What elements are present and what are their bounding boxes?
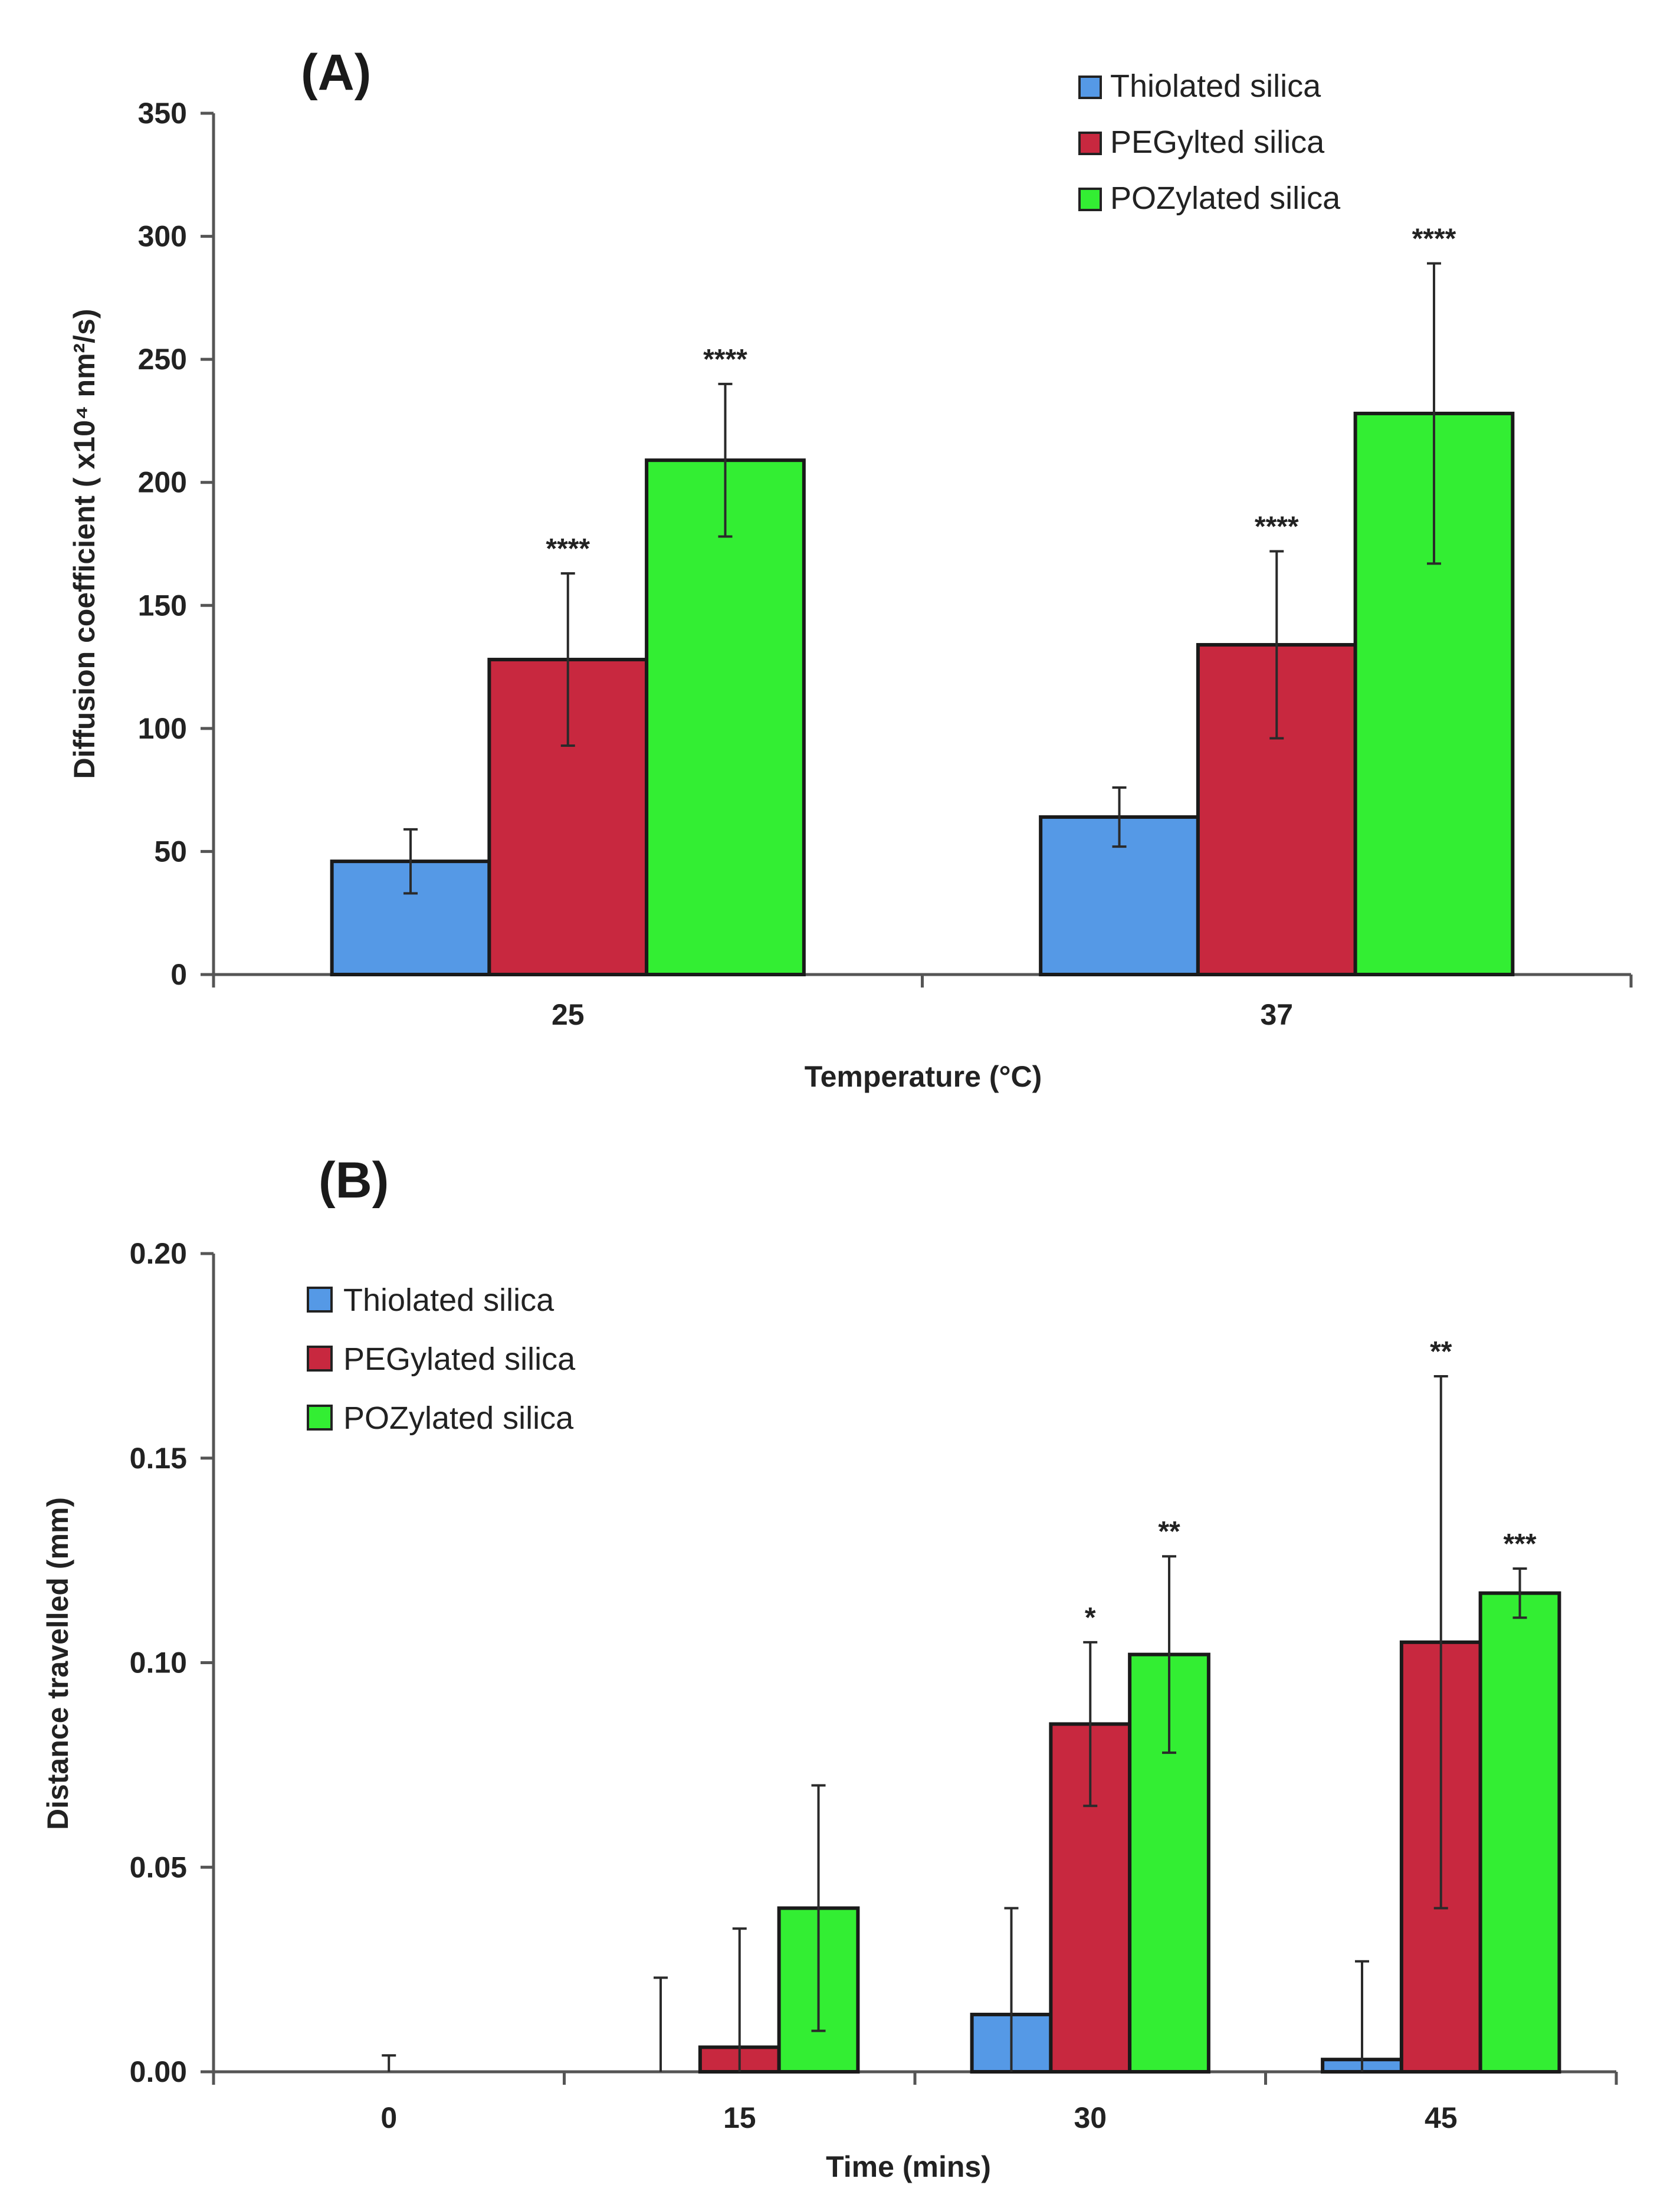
a-y-tick-label: 50 — [154, 835, 187, 868]
panel-b-legend-thiolated: Thiolated silica — [343, 1282, 554, 1318]
a-y-tick-label: 200 — [138, 466, 187, 499]
panel-a-legend-pegylated: PEGylted silica — [1110, 124, 1325, 160]
b-y-tick-label: 0.10 — [130, 1646, 187, 1679]
b-x-tick-label: 0 — [380, 2101, 397, 2134]
a-significance-1-1: **** — [1255, 511, 1299, 543]
panel-b-significance-marks: ***** *** — [1085, 1336, 1537, 1633]
panel-b-y-ticks: 0.00 0.05 0.10 0.15 0.20 — [130, 1237, 214, 2088]
panel-a-error-bars — [403, 262, 1441, 895]
b-x-tick-label: 30 — [1074, 2101, 1107, 2134]
a-bar-2-1 — [1353, 411, 1515, 976]
b-bar-2-3 — [1478, 1591, 1561, 2074]
panel-b-legend-swatch-thiolated — [307, 1287, 333, 1313]
b-y-tick-label: 0.15 — [130, 1442, 187, 1475]
a-bar-2-0 — [645, 458, 806, 976]
a-y-tick-label: 100 — [138, 712, 187, 745]
b-significance-1-3: ** — [1430, 1336, 1452, 1367]
panel-b-legend: Thiolated silica PEGylated silica POZyla… — [307, 1282, 576, 1436]
a-bar-0-1 — [1039, 815, 1200, 976]
panel-b-legend-pozylated: POZylated silica — [343, 1400, 574, 1436]
panel-a-legend-pozylated: POZylated silica — [1110, 181, 1341, 216]
b-x-tick-label: 15 — [723, 2101, 756, 2134]
panel-a-significance-marks: **** **** **** **** — [546, 223, 1456, 565]
a-significance-2-1: **** — [1412, 223, 1456, 254]
panel-a-legend-swatch-thiolated — [1078, 76, 1102, 99]
a-y-tick-label: 0 — [170, 958, 187, 991]
panel-a-label: (A) — [301, 44, 371, 101]
panel-a-x-axis-title: Temperature (°C) — [805, 1060, 1042, 1093]
a-y-tick-label: 350 — [138, 97, 187, 130]
panel-a-y-axis-title: Diffusion coefficient ( x10⁴ nm²/s) — [68, 309, 101, 779]
panel-b-chart: (B) 0.000.050.100.150.20 0 15 30 45 ***** **… — [41, 1152, 1618, 2183]
panel-b-y-axis-title: Distance travelled (mm) — [41, 1497, 74, 1830]
b-significance-2-3: *** — [1503, 1528, 1536, 1560]
panel-a-legend-swatch-pegylated — [1078, 132, 1102, 155]
panel-b-label: (B) — [319, 1152, 389, 1209]
a-y-tick-label: 250 — [138, 343, 187, 376]
a-y-tick-label: 300 — [138, 220, 187, 253]
b-y-tick-label: 0.00 — [130, 2055, 187, 2088]
panel-b-x-ticks: 0 15 30 45 — [212, 2072, 1618, 2134]
a-x-tick-label: 37 — [1260, 998, 1293, 1031]
panel-a-y-ticks: 0 50 100 150 200 250 300 350 — [138, 97, 214, 991]
panel-a-legend: Thiolated silica PEGylted silica POZylat… — [1078, 68, 1341, 216]
panel-b-legend-swatch-pegylated — [307, 1346, 333, 1372]
panel-a-bars — [330, 411, 1515, 976]
panel-a-legend-swatch-pozylated — [1078, 188, 1102, 211]
a-y-tick-label: 150 — [138, 589, 187, 622]
panel-b-legend-swatch-pozylated — [307, 1405, 333, 1431]
panel-b-bars — [698, 1591, 1561, 2074]
b-y-tick-label: 0.20 — [130, 1237, 187, 1270]
panel-a-x-ticks: 25 37 — [212, 975, 1633, 1031]
b-significance-1-2: * — [1085, 1602, 1096, 1633]
b-x-tick-label: 45 — [1425, 2101, 1458, 2134]
a-significance-2-0: **** — [703, 344, 747, 375]
a-x-tick-label: 25 — [552, 998, 585, 1031]
panel-b-x-axis-title: Time (mins) — [826, 2150, 991, 2183]
b-significance-2-2: ** — [1158, 1516, 1180, 1547]
panel-b-error-bars — [382, 1375, 1527, 2072]
panel-b-legend-pegylated: PEGylated silica — [343, 1341, 576, 1377]
panel-a-legend-thiolated: Thiolated silica — [1110, 68, 1321, 104]
a-significance-1-0: **** — [546, 533, 590, 565]
b-y-tick-label: 0.05 — [130, 1851, 187, 1884]
